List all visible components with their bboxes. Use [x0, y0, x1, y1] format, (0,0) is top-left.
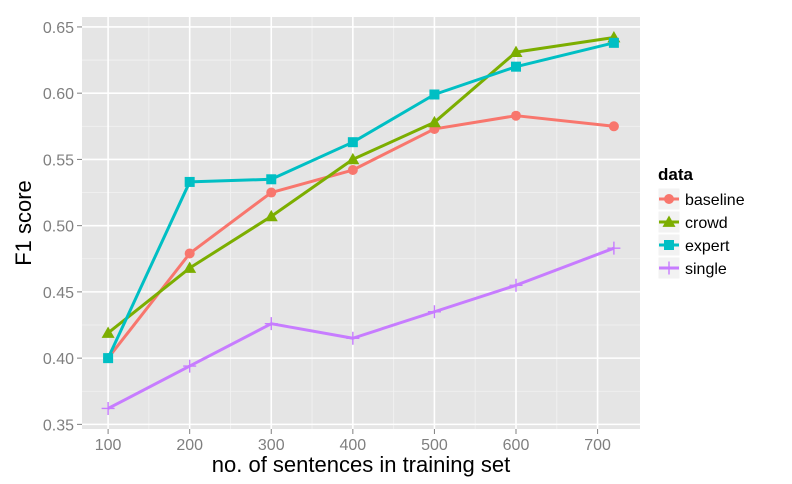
y-tick-label: 0.35	[43, 417, 74, 434]
legend-key-single	[657, 256, 681, 280]
x-axis: 100 200 300 400 500 600 700	[95, 429, 611, 454]
point-crowd	[427, 115, 441, 128]
series-crowd	[101, 31, 621, 338]
series-baseline	[103, 110, 619, 364]
y-tick-label: 0.45	[43, 285, 74, 302]
point-baseline	[511, 110, 521, 121]
x-tick-label: 600	[503, 437, 530, 454]
legend-label-crowd: crowd	[685, 215, 728, 232]
legend-label-expert: expert	[685, 238, 730, 255]
x-tick-label: 100	[95, 437, 122, 454]
legend: data baseline crowd expert single	[657, 165, 745, 280]
series-single	[101, 241, 621, 415]
point-baseline	[608, 121, 619, 132]
y-axis: 0.35 0.40 0.45 0.50 0.55 0.60 0.65	[43, 20, 82, 434]
point-single	[427, 305, 441, 319]
point-baseline	[347, 165, 358, 176]
point-baseline	[266, 187, 277, 198]
x-axis-title: no. of sentences in training set	[212, 452, 510, 477]
legend-title: data	[658, 165, 694, 184]
x-tick-label: 200	[176, 437, 203, 454]
point-single	[101, 401, 115, 415]
y-tick-label: 0.60	[43, 86, 74, 103]
y-tick-label: 0.55	[43, 152, 74, 169]
point-crowd	[346, 152, 360, 165]
legend-key-expert	[657, 233, 681, 257]
point-expert	[266, 174, 277, 185]
point-single	[264, 317, 278, 331]
point-crowd	[101, 326, 115, 338]
point-baseline	[184, 248, 195, 259]
x-tick-label: 300	[258, 437, 285, 454]
y-tick-label: 0.50	[43, 219, 74, 236]
series-expert	[103, 37, 619, 364]
legend-label-single: single	[685, 261, 727, 278]
point-expert	[608, 37, 619, 48]
point-expert	[184, 176, 195, 187]
y-tick-label: 0.65	[43, 20, 74, 37]
point-single	[509, 278, 523, 292]
series-layer	[101, 31, 621, 415]
plot-background	[82, 17, 640, 429]
minor-gridlines	[82, 17, 640, 429]
point-single	[183, 359, 197, 373]
point-expert	[511, 61, 521, 72]
point-crowd	[183, 261, 197, 273]
legend-key-crowd	[657, 210, 681, 234]
point-expert	[103, 353, 114, 364]
point-crowd	[264, 209, 278, 222]
point-expert	[347, 137, 358, 148]
x-tick-label: 500	[421, 437, 448, 454]
y-tick-label: 0.40	[43, 351, 74, 368]
point-crowd	[509, 45, 523, 57]
y-axis-title: F1 score	[11, 180, 36, 266]
point-single	[607, 241, 621, 255]
point-single	[346, 331, 360, 345]
x-tick-label: 700	[584, 437, 611, 454]
x-tick-label: 400	[339, 437, 366, 454]
point-expert	[429, 89, 440, 100]
legend-key-baseline	[657, 187, 681, 211]
legend-label-baseline: baseline	[685, 192, 745, 209]
